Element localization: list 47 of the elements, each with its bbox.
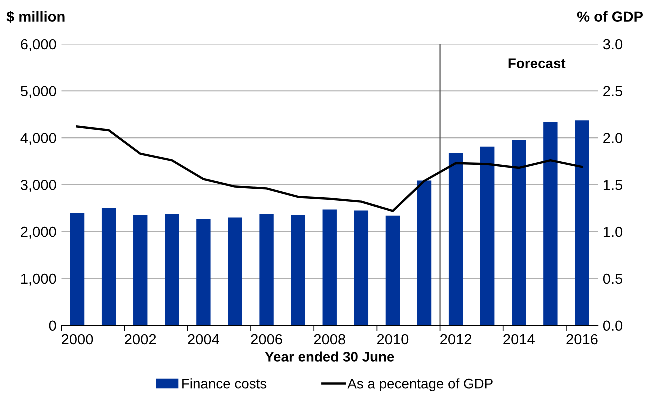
legend-label: Finance costs (182, 378, 267, 389)
y-tick-label: 2,000 (21, 226, 56, 239)
y2-tick-label: 1.5 (604, 180, 623, 190)
y2-tick-label: 2.0 (604, 133, 623, 144)
legend-label: As a pecentage of GDP (348, 378, 493, 392)
y2-tick-label: 1.0 (604, 226, 623, 238)
bar (322, 210, 337, 326)
x-tick-label: 2016 (566, 334, 598, 345)
bar (448, 153, 464, 326)
x-tick-label: 2008 (314, 334, 346, 345)
x-tick-label: 2002 (125, 334, 156, 345)
bar (134, 215, 148, 326)
y2-tick-label: 3.0 (603, 39, 623, 50)
y2-tick-label: 0.5 (603, 274, 623, 284)
y-tick-label: 0 (49, 320, 56, 332)
x-axis-title: Year ended 30 June (265, 352, 394, 362)
y2-tick-label: 2.5 (604, 86, 623, 97)
annotation: Forecast (508, 58, 566, 68)
bar (354, 210, 369, 326)
bar (70, 213, 85, 326)
y-tick-label: 6,000 (21, 39, 56, 52)
x-tick-label: 2012 (440, 334, 472, 345)
bar (228, 218, 242, 326)
bar (260, 214, 274, 326)
bar (575, 120, 590, 326)
y-tick-label: 4,000 (20, 133, 56, 146)
y-tick-label: 3,000 (20, 180, 56, 192)
y-tick-label: 1,000 (22, 274, 56, 286)
x-tick-label: 2010 (377, 334, 409, 345)
y-axis-title: $ million (6, 11, 65, 23)
y2-axis-title: % of GDP (577, 11, 643, 22)
bar (512, 140, 526, 326)
x-tick-label: 2014 (504, 334, 535, 345)
x-tick-label: 2006 (251, 334, 282, 345)
bar (165, 214, 180, 326)
y2-tick-label: 0.0 (603, 320, 623, 332)
x-tick-label: 2004 (188, 334, 220, 345)
bar (544, 122, 558, 326)
bar (386, 216, 400, 326)
bar (480, 146, 495, 326)
bar (417, 180, 432, 326)
line-series (76, 126, 584, 212)
bar (291, 215, 306, 326)
bar (102, 208, 116, 326)
bar (196, 219, 211, 326)
x-tick-label: 2000 (62, 334, 94, 345)
y-tick-label: 5,000 (20, 86, 56, 98)
